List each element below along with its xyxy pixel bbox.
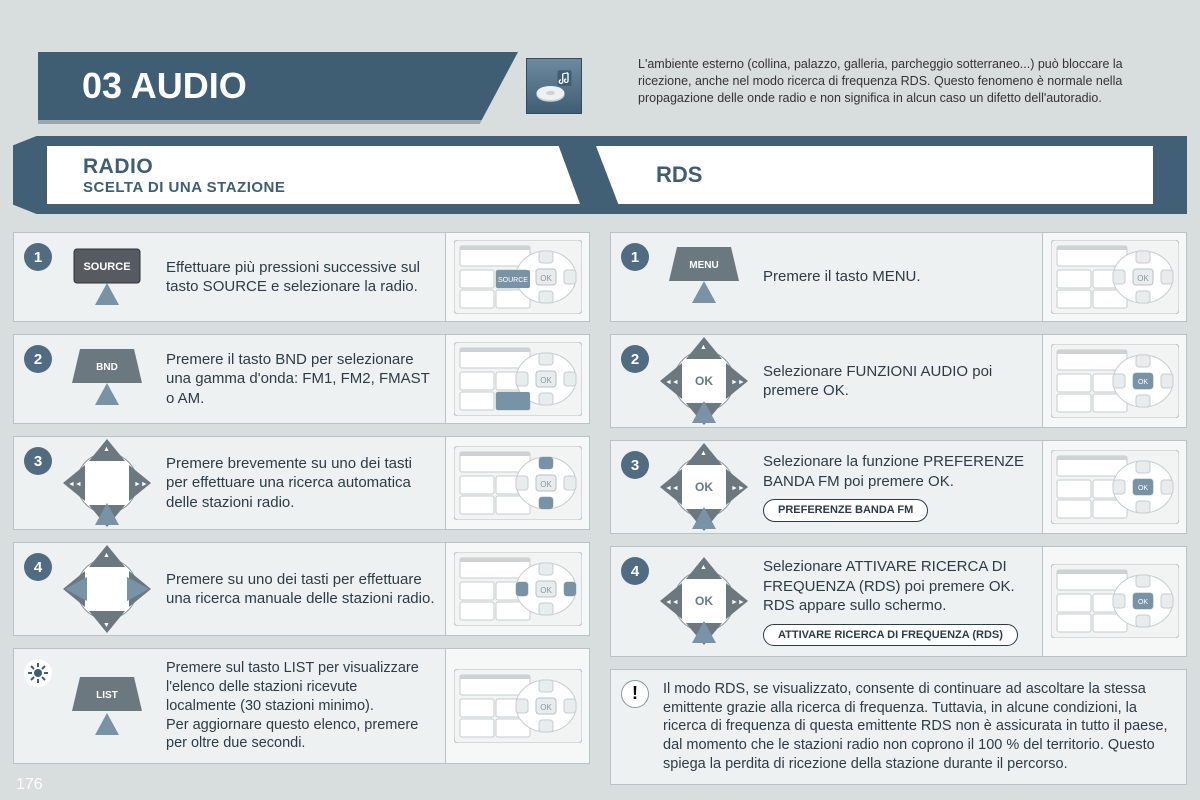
svg-text:OK: OK [695, 374, 713, 388]
dpad-ok-icon: OK [649, 441, 759, 533]
pill-label: PREFERENZE BANDA FM [763, 499, 928, 521]
right-step-3: 3 OK Selezionare la funzione PREFERENZE … [610, 440, 1187, 534]
step-text: Selezionare ATTIVARE RICERCA DI FREQUENZ… [759, 547, 1042, 656]
radio-thumb-icon [445, 649, 589, 763]
dpad-ok-icon: OK [649, 547, 759, 656]
step-text-span: Selezionare ATTIVARE RICERCA DI FREQUENZ… [763, 557, 1032, 616]
menu-key-icon: MENU [649, 233, 759, 321]
page-number: 176 [16, 776, 43, 794]
radio-thumb-icon: OK [1042, 441, 1186, 533]
bnd-key-icon: BND [52, 335, 162, 423]
right-step-4: 4 OK Selezionare ATTIVARE RICERCA DI FRE… [610, 546, 1187, 657]
svg-text:OK: OK [1137, 379, 1147, 386]
section-right-title: RDS [656, 162, 1153, 188]
step-number: 2 [24, 345, 52, 373]
radio-thumb-icon [445, 335, 589, 423]
right-note: ! Il modo RDS, se visualizzato, consente… [610, 669, 1187, 785]
tip-text: Premere sul tasto LIST per visualizzare … [162, 649, 445, 763]
radio-thumb-icon: OK [1042, 335, 1186, 427]
svg-text:SOURCE: SOURCE [498, 277, 528, 284]
step-text: Premere su uno dei tasti per effettuare … [162, 543, 445, 635]
right-step-1: 1 MENU Premere il tasto MENU. [610, 232, 1187, 322]
chapter-header: 03 AUDIO L'ambiente esterno (collina, pa… [38, 52, 1187, 124]
left-column: 1 SOURCE Effettuare più pressioni succes… [13, 232, 590, 788]
section-right: RDS [596, 146, 1153, 204]
step-text: Premere il tasto MENU. [759, 233, 1042, 321]
step-text: Selezionare FUNZIONI AUDIO poi premere O… [759, 335, 1042, 427]
left-step-2: 2 BND Premere il tasto BND per seleziona… [13, 334, 590, 424]
left-step-3: 3 Premere brevemente su uno dei tasti pe… [13, 436, 590, 530]
section-left: RADIO SCELTA DI UNA STAZIONE [47, 146, 580, 204]
pill-label: ATTIVARE RICERCA DI FREQUENZA (RDS) [763, 624, 1018, 646]
step-number: 1 [24, 243, 52, 271]
step-number: 1 [621, 243, 649, 271]
dpad-updown-icon [52, 437, 162, 529]
left-step-1: 1 SOURCE Effettuare più pressioni succes… [13, 232, 590, 322]
chapter-title: 03 AUDIO [38, 52, 518, 124]
right-column: 1 MENU Premere il tasto MENU. 2 OK [610, 232, 1187, 788]
section-left-title: RADIO [83, 155, 580, 179]
header-note: L'ambiente esterno (collina, palazzo, ga… [518, 52, 1187, 124]
svg-text:SOURCE: SOURCE [83, 261, 130, 273]
section-left-subtitle: SCELTA DI UNA STAZIONE [83, 179, 580, 196]
svg-text:OK: OK [1137, 599, 1147, 606]
radio-thumb-icon: SOURCE [445, 233, 589, 321]
radio-thumb-icon [1042, 233, 1186, 321]
radio-thumb-icon [445, 437, 589, 529]
step-number: 3 [24, 447, 52, 475]
svg-text:BND: BND [96, 362, 118, 373]
step-text: Premere il tasto BND per selezionare una… [162, 335, 445, 423]
svg-text:OK: OK [695, 594, 713, 608]
dpad-leftright-icon [52, 543, 162, 635]
step-text: Selezionare la funzione PREFERENZE BANDA… [759, 441, 1042, 533]
step-number: 4 [24, 553, 52, 581]
step-number: 3 [621, 451, 649, 479]
svg-text:LIST: LIST [96, 690, 118, 701]
cd-music-icon [526, 58, 582, 114]
step-number: 2 [621, 345, 649, 373]
note-text: Il modo RDS, se visualizzato, consente d… [649, 670, 1186, 784]
tip-icon [24, 659, 52, 687]
left-step-4: 4 Premere su uno dei tasti per effettuar… [13, 542, 590, 636]
right-step-2: 2 OK Selezionare FUNZIONI AUDIO poi prem… [610, 334, 1187, 428]
step-number: 4 [621, 557, 649, 585]
step-text-span: Selezionare la funzione PREFERENZE BANDA… [763, 452, 1032, 491]
list-key-icon: LIST [52, 649, 162, 763]
radio-thumb-icon: OK [1042, 547, 1186, 656]
step-text: Effettuare più pressioni successive sul … [162, 233, 445, 321]
svg-text:OK: OK [1137, 485, 1147, 492]
alert-icon: ! [621, 680, 649, 708]
svg-text:OK: OK [695, 480, 713, 494]
svg-text:MENU: MENU [689, 260, 718, 271]
step-text: Premere brevemente su uno dei tasti per … [162, 437, 445, 529]
source-key-icon: SOURCE [52, 233, 162, 321]
dpad-ok-icon: OK [649, 335, 759, 427]
radio-thumb-icon [445, 543, 589, 635]
section-bar: RADIO SCELTA DI UNA STAZIONE RDS [13, 136, 1187, 214]
left-tip: LIST Premere sul tasto LIST per visualiz… [13, 648, 590, 764]
